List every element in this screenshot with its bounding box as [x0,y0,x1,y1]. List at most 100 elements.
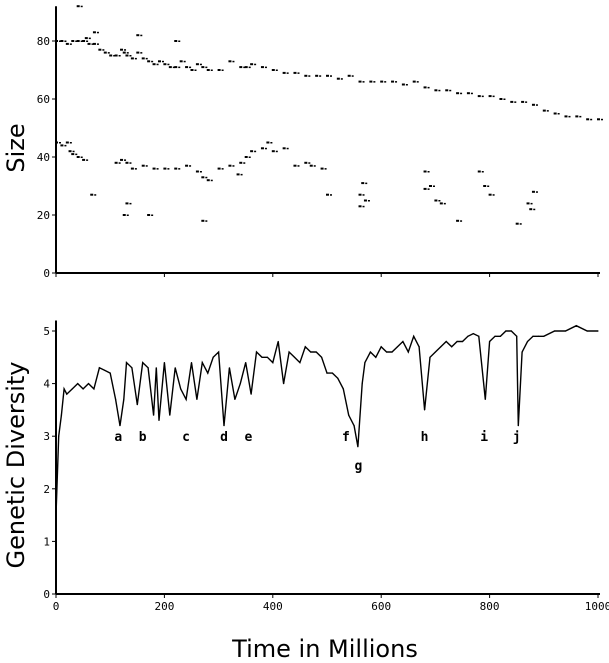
data-point [348,414,350,416]
data-point [239,66,243,69]
data-point [59,40,61,42]
data-point [77,383,79,385]
data-point [533,208,536,211]
data-point [76,156,80,158]
data-point [205,220,208,222]
data-point [407,351,409,353]
data-point [223,425,225,427]
data-point [456,340,458,343]
data-point [152,414,155,416]
data-point [243,162,246,164]
data-point [412,80,416,83]
data-point [432,185,435,187]
data-point [163,361,165,364]
data-point [358,205,362,208]
data-point [260,66,264,69]
data-point [427,171,430,173]
data-point [492,95,495,98]
data-point [69,142,72,144]
data-point [86,159,89,161]
data-point [136,34,140,37]
data-point [190,69,194,71]
data-point [206,179,210,182]
data-point [519,223,522,225]
data-point [239,383,241,385]
data-point [315,351,317,353]
data-point [169,414,171,416]
data-point [131,367,133,369]
data-point [369,80,373,83]
data-point [297,72,300,74]
data-point [82,158,86,161]
x-tick-label: 800 [480,600,500,613]
data-point [304,346,306,348]
annotation-label-g: g [355,459,363,474]
data-point [597,118,600,121]
data-point [261,356,263,358]
data-point [271,69,275,71]
data-point [319,75,322,77]
data-point [190,361,193,364]
data-point [418,346,420,348]
data-point [564,115,568,118]
data-point [248,156,251,158]
data-point [199,171,202,173]
data-point [122,51,126,54]
data-point [250,150,254,153]
data-point [185,66,189,69]
data-point [516,335,518,337]
data-point [487,185,490,187]
data-point [568,115,571,118]
data-point [136,51,140,54]
data-point [532,335,534,337]
y-tick-label: 60 [37,93,50,106]
data-point [129,55,132,57]
data-point [472,333,474,335]
data-point [71,40,75,42]
x-tick-label: 1000 [585,600,609,613]
data-point [86,40,89,42]
data-point [438,200,441,202]
data-point [423,409,426,411]
data-point [554,330,556,332]
data-point [82,40,86,42]
data-point [205,66,208,69]
data-point [488,95,492,98]
data-point [210,179,213,182]
data-point [179,60,183,63]
data-point [65,42,69,45]
data-point [429,356,431,358]
data-point [201,176,205,179]
data-point [286,72,289,74]
data-point [114,54,118,57]
data-point [120,48,124,51]
data-point [72,150,75,153]
data-point [142,361,144,364]
data-point [141,57,145,60]
data-point [102,49,105,51]
data-point [510,100,514,103]
data-point [353,425,355,427]
data-point [87,383,90,385]
data-point [313,165,316,167]
data-point [413,335,415,337]
data-point [461,340,464,343]
data-point [492,194,495,196]
data-point [88,37,91,40]
data-point [260,147,264,150]
data-point [98,367,100,369]
y-tick-label: 1 [43,535,50,548]
data-point [326,372,328,374]
data-point [180,388,182,390]
data-point [147,367,149,369]
data-point [384,81,387,83]
data-point [526,340,529,343]
data-point [521,351,523,353]
data-point [423,187,427,190]
data-point [183,60,186,63]
data-point [275,150,278,153]
data-point [114,161,118,164]
data-point [434,89,438,92]
data-point [330,75,332,77]
data-point [293,164,297,167]
